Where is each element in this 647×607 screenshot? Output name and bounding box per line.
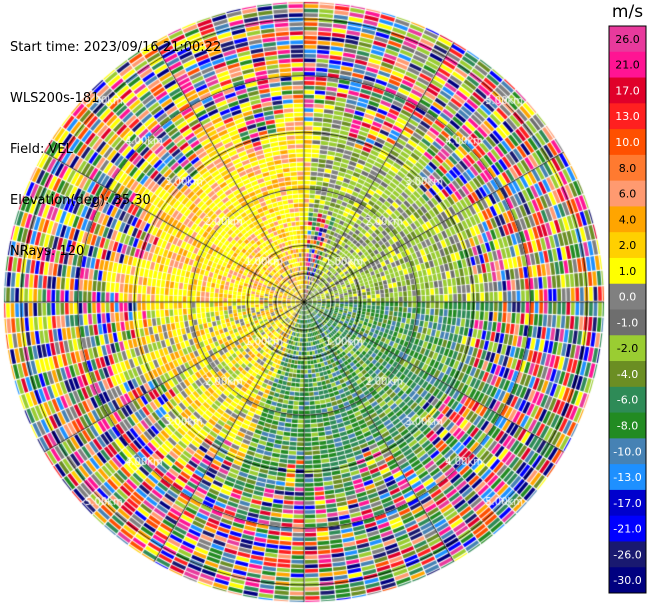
instrument-label: WLS200s-181 [10, 91, 100, 106]
colorbar-tick-label: 1.0 [619, 265, 637, 278]
colorbar-swatch [609, 232, 646, 259]
colorbar-swatch [609, 567, 646, 594]
colorbar-tick-label: 13.0 [615, 110, 640, 123]
colorbar-swatch [609, 361, 646, 388]
colorbar-swatch [609, 541, 646, 568]
colorbar-tick-label: -21.0 [613, 523, 641, 536]
colorbar-tick-label: -30.0 [613, 574, 641, 587]
colorbar-swatch [609, 438, 646, 465]
colorbar-tick-label: -26.0 [613, 548, 641, 561]
colorbar-tick-label: 21.0 [615, 59, 640, 72]
colorbar-tick-label: -1.0 [617, 316, 638, 329]
elevation-label: Elevation(deg): 35.30 [10, 193, 151, 208]
colorbar-swatch [609, 51, 646, 79]
colorbar-swatch [609, 26, 646, 53]
colorbar-frame [608, 25, 647, 594]
colorbar-tick-label: 26.0 [615, 33, 640, 46]
colorbar-swatch [609, 154, 646, 182]
colorbar-tick-label: 8.0 [619, 162, 637, 175]
nrays-label: NRays: 120 [10, 244, 85, 259]
colorbar-unit: m/s [612, 2, 643, 22]
colorbar-swatch [609, 77, 646, 104]
start-time-label: Start time: 2023/09/16 21:00:22 [10, 40, 222, 55]
colorbar-swatch [609, 464, 646, 491]
colorbar-swatch [609, 515, 646, 542]
colorbar-tick-label: -2.0 [617, 342, 638, 355]
colorbar-swatch [609, 283, 646, 310]
colorbar-tick-label: -13.0 [613, 471, 641, 484]
colorbar-tick-label: 0.0 [619, 291, 637, 304]
colorbar-tick-label: -8.0 [617, 419, 638, 432]
colorbar-tick-label: -6.0 [617, 394, 638, 407]
colorbar-swatch [609, 257, 646, 285]
colorbar-tick-label: 2.0 [619, 239, 637, 252]
colorbar-swatch [609, 206, 646, 233]
colorbar-swatch [609, 103, 646, 130]
colorbar-tick-label: -10.0 [613, 445, 641, 458]
colorbar-swatch [609, 309, 646, 336]
colorbar-tick-label: -17.0 [613, 497, 641, 510]
colorbar-tick-label: 4.0 [619, 213, 637, 226]
colorbar-tick-label: 6.0 [619, 188, 637, 201]
colorbar-tick-label: 17.0 [615, 84, 640, 97]
plot-info: Start time: 2023/09/16 21:00:22 WLS200s-… [10, 5, 221, 277]
colorbar-swatch [609, 412, 646, 439]
colorbar-swatch [609, 335, 646, 362]
field-label: Field: VEL [10, 142, 73, 157]
colorbar-swatch [609, 129, 646, 156]
colorbar-tick-label: -4.0 [617, 368, 638, 381]
colorbar-swatch [609, 180, 646, 207]
colorbar-swatch [609, 489, 646, 517]
colorbar-tick-label: 10.0 [615, 136, 640, 149]
colorbar-swatch [609, 386, 646, 414]
